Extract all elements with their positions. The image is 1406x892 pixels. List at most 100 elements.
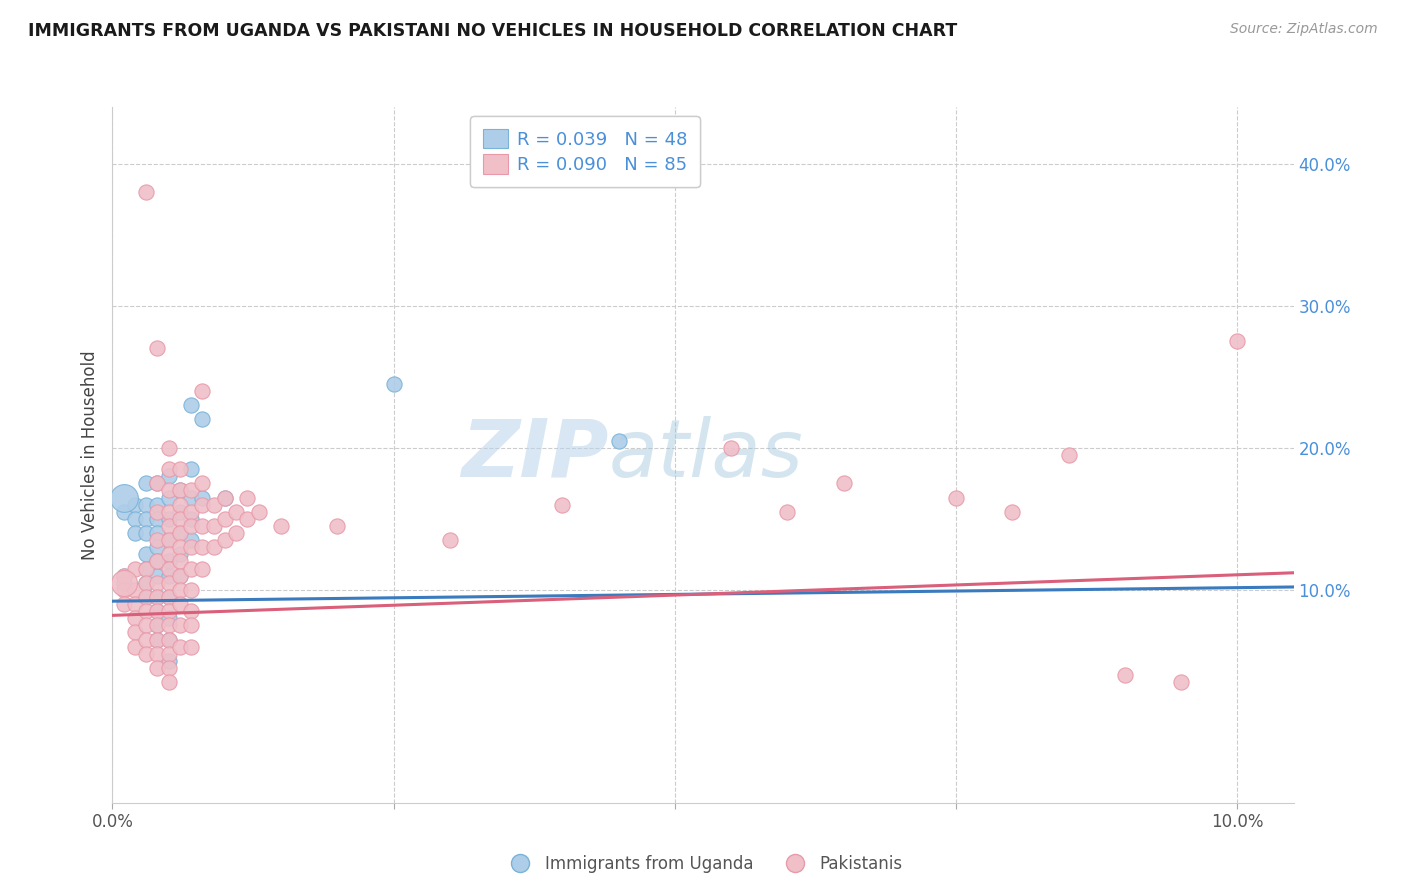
Point: [112, 505, 135, 519]
Point: [169, 526, 191, 541]
Point: [191, 412, 214, 426]
Point: [1226, 334, 1249, 349]
Point: [214, 533, 236, 548]
Point: [1001, 505, 1024, 519]
Legend: Immigrants from Uganda, Pakistanis: Immigrants from Uganda, Pakistanis: [496, 848, 910, 880]
Point: [135, 590, 157, 604]
Point: [157, 491, 180, 505]
Point: [180, 519, 202, 533]
Point: [202, 519, 225, 533]
Point: [169, 462, 191, 476]
Point: [135, 561, 157, 575]
Point: [180, 512, 202, 526]
Point: [124, 582, 146, 597]
Point: [146, 604, 169, 618]
Point: [146, 647, 169, 661]
Point: [169, 618, 191, 632]
Point: [180, 540, 202, 554]
Point: [180, 398, 202, 412]
Point: [1114, 668, 1136, 682]
Point: [146, 575, 169, 590]
Point: [124, 640, 146, 654]
Point: [135, 561, 157, 575]
Point: [214, 491, 236, 505]
Point: [135, 590, 157, 604]
Point: [832, 476, 855, 491]
Point: [169, 540, 191, 554]
Text: ZIP: ZIP: [461, 416, 609, 494]
Legend: R = 0.039   N = 48, R = 0.090   N = 85: R = 0.039 N = 48, R = 0.090 N = 85: [470, 116, 700, 186]
Point: [135, 476, 157, 491]
Point: [180, 505, 202, 519]
Point: [157, 505, 180, 519]
Point: [191, 561, 214, 575]
Point: [169, 547, 191, 561]
Point: [169, 582, 191, 597]
Point: [135, 647, 157, 661]
Point: [157, 547, 180, 561]
Point: [146, 342, 169, 356]
Point: [382, 376, 405, 391]
Point: [945, 491, 967, 505]
Point: [157, 568, 180, 582]
Point: [157, 561, 180, 575]
Point: [135, 575, 157, 590]
Point: [146, 618, 169, 632]
Point: [146, 618, 169, 632]
Point: [157, 661, 180, 675]
Point: [776, 505, 799, 519]
Point: [157, 632, 180, 647]
Point: [169, 554, 191, 568]
Point: [247, 505, 270, 519]
Text: atlas: atlas: [609, 416, 803, 494]
Point: [146, 590, 169, 604]
Point: [214, 491, 236, 505]
Point: [146, 540, 169, 554]
Point: [169, 483, 191, 498]
Point: [214, 512, 236, 526]
Point: [157, 512, 180, 526]
Point: [146, 554, 169, 568]
Point: [157, 441, 180, 455]
Point: [169, 483, 191, 498]
Point: [157, 654, 180, 668]
Point: [607, 434, 630, 448]
Point: [191, 491, 214, 505]
Text: Source: ZipAtlas.com: Source: ZipAtlas.com: [1230, 22, 1378, 37]
Point: [236, 512, 259, 526]
Point: [135, 618, 157, 632]
Point: [270, 519, 292, 533]
Point: [124, 597, 146, 611]
Point: [191, 540, 214, 554]
Point: [180, 640, 202, 654]
Point: [169, 568, 191, 582]
Point: [180, 491, 202, 505]
Point: [551, 498, 574, 512]
Point: [112, 597, 135, 611]
Point: [157, 519, 180, 533]
Point: [135, 186, 157, 200]
Point: [112, 568, 135, 582]
Text: IMMIGRANTS FROM UGANDA VS PAKISTANI NO VEHICLES IN HOUSEHOLD CORRELATION CHART: IMMIGRANTS FROM UGANDA VS PAKISTANI NO V…: [28, 22, 957, 40]
Point: [157, 533, 180, 548]
Point: [191, 476, 214, 491]
Point: [157, 618, 180, 632]
Point: [157, 647, 180, 661]
Point: [180, 533, 202, 548]
Point: [124, 611, 146, 625]
Point: [169, 597, 191, 611]
Point: [157, 590, 180, 604]
Point: [135, 575, 157, 590]
Point: [225, 526, 247, 541]
Point: [169, 526, 191, 541]
Point: [180, 618, 202, 632]
Point: [124, 526, 146, 541]
Point: [146, 498, 169, 512]
Point: [146, 590, 169, 604]
Point: [202, 540, 225, 554]
Point: [180, 604, 202, 618]
Point: [146, 568, 169, 582]
Point: [169, 505, 191, 519]
Point: [180, 582, 202, 597]
Point: [112, 575, 135, 590]
